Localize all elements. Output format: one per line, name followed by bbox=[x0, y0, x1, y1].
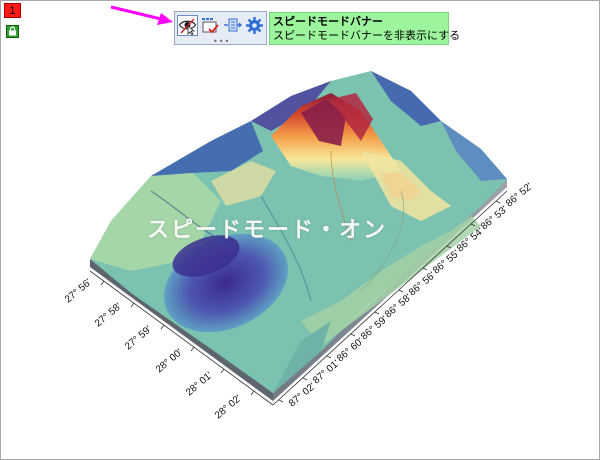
page-number-badge[interactable]: 1 bbox=[4, 3, 21, 18]
eye-icon bbox=[178, 18, 197, 35]
data-connector-icon bbox=[224, 18, 242, 32]
screen-check-button[interactable] bbox=[200, 15, 221, 36]
lock-icon[interactable] bbox=[6, 25, 19, 38]
data-connector-button[interactable] bbox=[222, 15, 243, 36]
speed-mode-overlay-text: スピードモード・オン bbox=[147, 218, 388, 243]
tooltip-description: スピードモードバナーを非表示にする bbox=[273, 29, 461, 42]
toolbar-more-dots[interactable]: ••• bbox=[213, 37, 231, 46]
tooltip: スピードモードバナー スピードモードバナーを非表示にする bbox=[269, 12, 461, 45]
screen-check-icon bbox=[202, 18, 219, 34]
gear-icon bbox=[246, 17, 263, 34]
speed-mode-banner-button[interactable] bbox=[177, 15, 198, 36]
mini-toolbar: ••• bbox=[174, 11, 267, 46]
tooltip-title: スピードモードバナー bbox=[273, 15, 383, 28]
annotation-arrow bbox=[110, 5, 173, 25]
settings-button[interactable] bbox=[244, 15, 265, 36]
